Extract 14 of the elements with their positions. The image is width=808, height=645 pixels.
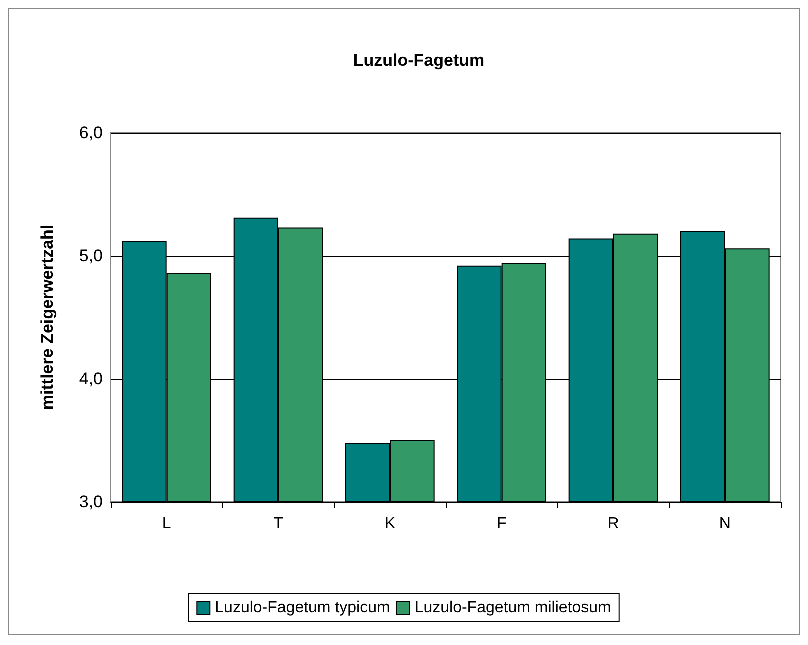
y-tick-label: 4,0 <box>79 370 103 388</box>
x-tick-label: L <box>162 516 172 532</box>
y-tick-label: 3,0 <box>79 492 103 512</box>
y-axis-title: mittlere Zeigerwertzahl <box>38 224 57 410</box>
x-tick-label: R <box>608 516 620 532</box>
legend-label: Luzulo-Fagetum typicum <box>215 600 390 616</box>
x-tick-label: N <box>719 516 731 532</box>
chart-title: Luzulo-Fagetum <box>353 51 485 70</box>
x-tick-label: F <box>496 516 507 532</box>
y-tick-label: 6,0 <box>79 124 103 142</box>
legend-label: Luzulo-Fagetum milietosum <box>414 600 612 616</box>
x-tick-label: T <box>274 516 284 532</box>
y-tick-label: 5,0 <box>79 246 103 266</box>
x-tick-label: K <box>384 516 396 532</box>
